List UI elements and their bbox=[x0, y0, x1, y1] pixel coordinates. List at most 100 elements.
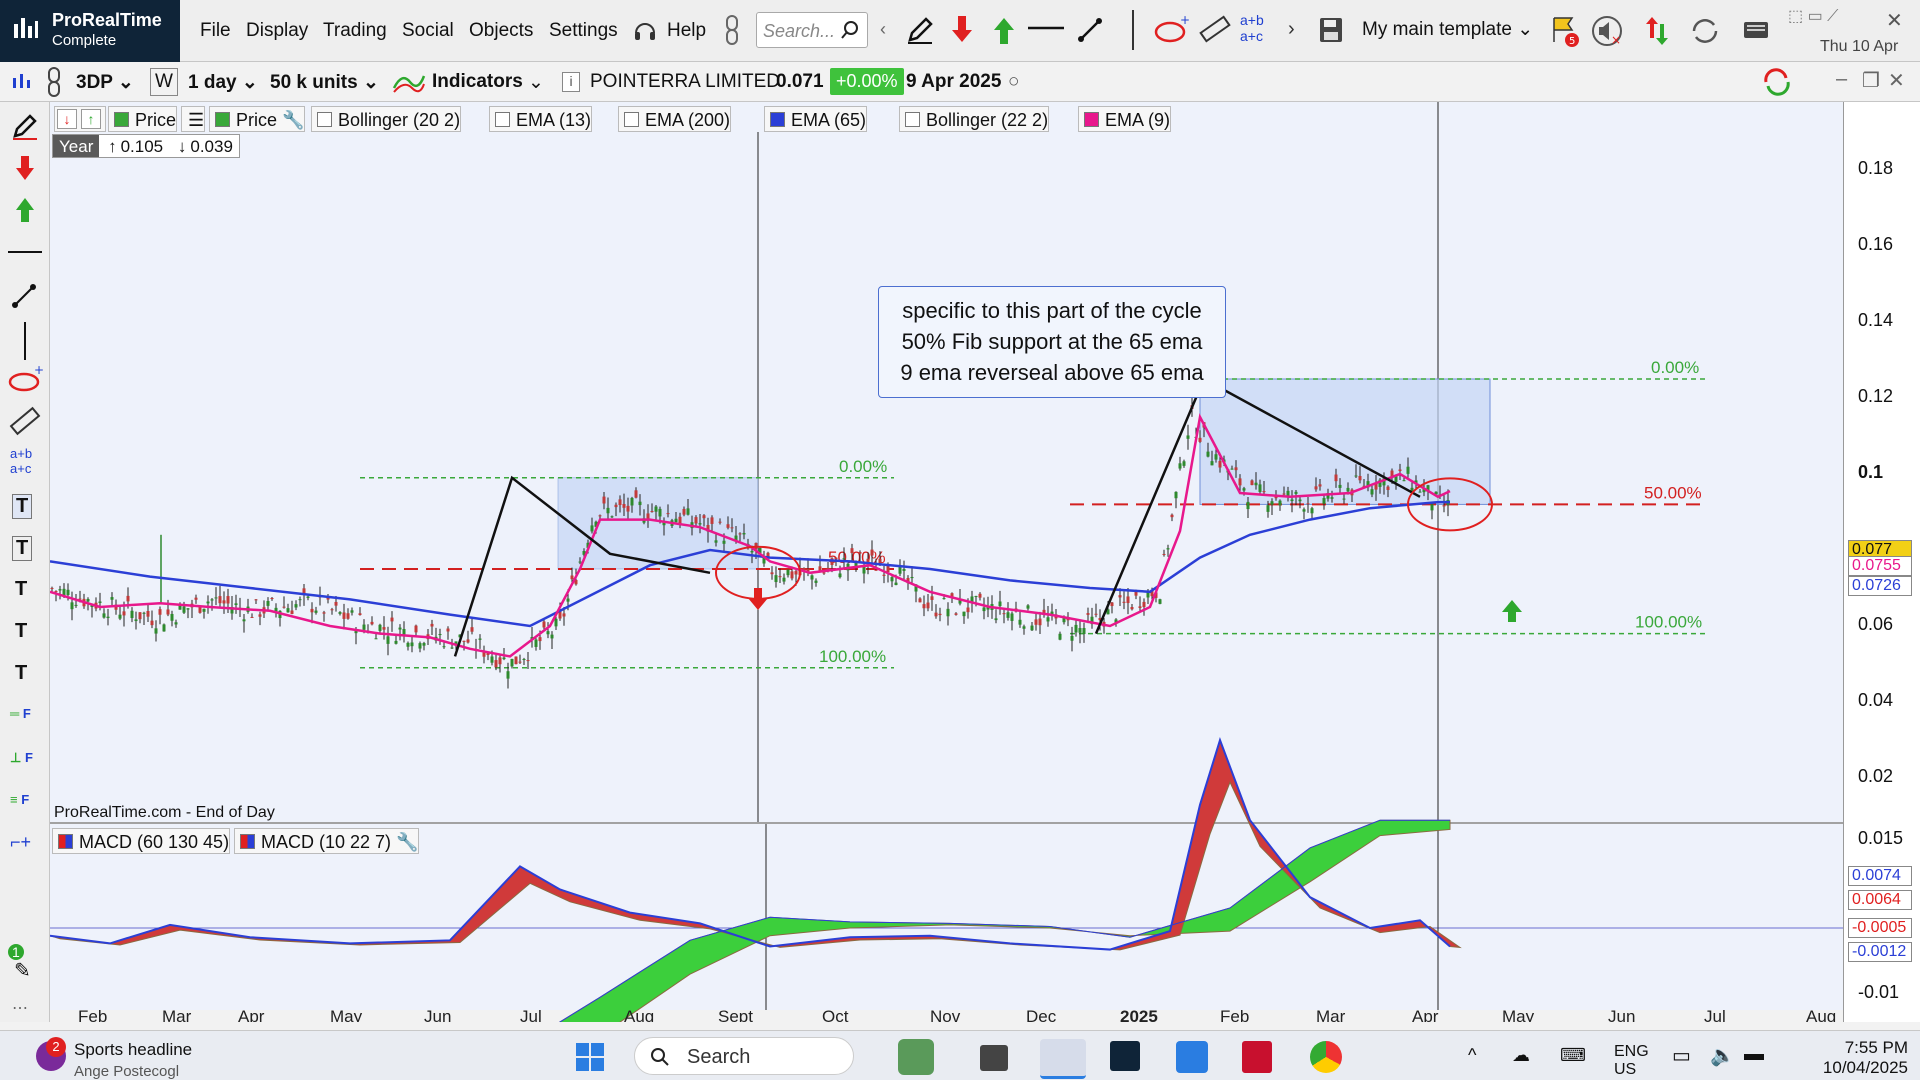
ruler-icon[interactable] bbox=[1198, 14, 1232, 46]
move-up-icon[interactable]: ↑ bbox=[81, 109, 101, 129]
legend-item-macd-10[interactable]: MACD (10 22 7) 🔧 bbox=[234, 828, 420, 854]
text-small-tool-icon[interactable]: T bbox=[15, 662, 28, 684]
link-icon[interactable] bbox=[44, 66, 64, 98]
horizontal-line-tool-icon[interactable] bbox=[8, 248, 42, 256]
legend-item-ema-65[interactable]: EMA (65) bbox=[764, 106, 868, 132]
menu-settings[interactable]: Settings bbox=[549, 20, 618, 41]
ruler-tool-icon[interactable] bbox=[8, 404, 42, 438]
annotation-textbox[interactable]: specific to this part of the cycle 50% F… bbox=[878, 286, 1226, 398]
taskbar-app-prorealtime-icon[interactable] bbox=[1110, 1041, 1140, 1071]
units-selector[interactable]: 50 k units ⌄ bbox=[270, 71, 379, 94]
refresh-link-icon[interactable] bbox=[1760, 66, 1794, 98]
menu-objects[interactable]: Objects bbox=[469, 20, 534, 41]
menu-file[interactable]: File bbox=[200, 20, 231, 41]
taskbar-app-mcafee-icon[interactable] bbox=[1242, 1041, 1272, 1073]
sell-arrow-icon[interactable] bbox=[950, 14, 974, 46]
horizontal-line-icon[interactable] bbox=[1028, 24, 1064, 32]
buy-arrow-icon[interactable] bbox=[992, 14, 1016, 46]
buy-arrow-tool-icon[interactable] bbox=[14, 196, 36, 224]
taskbar-app-photos-icon[interactable] bbox=[1176, 1041, 1208, 1073]
news-headline[interactable]: Sports headline bbox=[74, 1040, 193, 1059]
fib-fan-tool-icon[interactable]: ═ F bbox=[10, 706, 31, 721]
legend-list-icon[interactable]: ☰ bbox=[181, 106, 206, 132]
wrench-icon[interactable]: 🔧 bbox=[396, 832, 419, 852]
monitor-tray-icon[interactable]: ▭ bbox=[1672, 1045, 1691, 1067]
language-indicator[interactable]: ENG US bbox=[1614, 1043, 1649, 1079]
save-disk-icon[interactable] bbox=[1318, 16, 1344, 44]
add-object-tool-icon[interactable]: ⌐+ bbox=[10, 832, 32, 852]
indicators-button[interactable]: Indicators bbox=[432, 71, 523, 92]
more-tools-icon[interactable]: ⋯ bbox=[12, 1000, 28, 1017]
text-tool-icon[interactable]: T bbox=[12, 494, 33, 519]
pencil-tool-icon[interactable] bbox=[10, 112, 40, 142]
chevron-down-icon[interactable]: ⌄ bbox=[528, 72, 544, 93]
info-icon[interactable]: i bbox=[562, 72, 580, 92]
trading-orders-icon[interactable] bbox=[1640, 14, 1674, 48]
object-list-icon[interactable]: ✎ bbox=[14, 960, 31, 982]
keyboard-icon[interactable] bbox=[1742, 16, 1770, 44]
ticker-selector[interactable]: 3DP ⌄ bbox=[76, 71, 134, 94]
vertical-line-tool-icon[interactable] bbox=[22, 322, 28, 360]
minimize-icon[interactable]: – bbox=[1836, 68, 1848, 90]
taskbar-app-game-icon[interactable] bbox=[898, 1039, 934, 1075]
menu-display[interactable]: Display bbox=[246, 20, 309, 41]
close-chart-icon[interactable]: ✕ bbox=[1888, 70, 1905, 92]
menu-social[interactable]: Social bbox=[402, 20, 454, 41]
objects-count-badge[interactable]: 1 bbox=[8, 944, 24, 960]
taskbar-app-chrome-icon[interactable] bbox=[1310, 1041, 1342, 1073]
search-icon[interactable] bbox=[840, 20, 860, 40]
restore-icon[interactable]: ❐ bbox=[1862, 70, 1880, 92]
trendline-icon[interactable] bbox=[1076, 16, 1104, 44]
taskbar-app-snip-icon[interactable] bbox=[1040, 1039, 1086, 1079]
legend-item-price-1[interactable]: Price bbox=[108, 106, 178, 132]
ellipse-tool-icon[interactable]: + bbox=[8, 364, 44, 394]
battery-icon[interactable]: ▬ bbox=[1744, 1043, 1764, 1065]
tray-overflow-icon[interactable]: ^ bbox=[1468, 1045, 1477, 1065]
close-window-icon[interactable]: ✕ bbox=[1886, 10, 1903, 32]
legend-item-bollinger-20[interactable]: Bollinger (20 2) bbox=[311, 106, 462, 132]
text-box-tool-icon[interactable]: T bbox=[12, 536, 33, 561]
chart-area[interactable]: 0.00% 50.00% 100.00% 0.00% 50.00% 100.00% Feb M… bbox=[50, 102, 1920, 1022]
more-tools-icon[interactable]: › bbox=[1288, 18, 1295, 40]
search-input[interactable]: Search... bbox=[756, 12, 868, 48]
price-chart-svg[interactable]: 0.00%50.00%100.00%0.00%50.00%100.00%Feb M… bbox=[50, 102, 1843, 1022]
alerts-flag-icon[interactable]: 5 bbox=[1548, 14, 1580, 48]
template-selector[interactable]: My main template ⌄ bbox=[1362, 18, 1533, 41]
ellipse-tool-icon[interactable]: + bbox=[1154, 14, 1190, 44]
legend-item-ema-9[interactable]: EMA (9) bbox=[1078, 106, 1172, 132]
sync-icon[interactable] bbox=[1688, 14, 1722, 48]
fib-tool-icon[interactable]: a+b a+c bbox=[1240, 12, 1264, 44]
sound-muted-icon[interactable]: × bbox=[1590, 14, 1624, 48]
legend-item-ema-200[interactable]: EMA (200) bbox=[618, 106, 732, 132]
pencil-icon[interactable] bbox=[904, 14, 936, 46]
headset-help-icon[interactable] bbox=[632, 18, 658, 44]
chart-type-icon[interactable] bbox=[10, 70, 36, 94]
fib-extension-tool-icon[interactable]: ≡ F bbox=[10, 792, 30, 807]
window-controls-small[interactable]: ⬚ ▭ ⟋ bbox=[1788, 8, 1839, 25]
trendline-tool-icon[interactable] bbox=[10, 282, 38, 310]
keyboard-tray-icon[interactable]: ⌨ bbox=[1560, 1045, 1586, 1065]
windows-start-icon[interactable] bbox=[574, 1041, 606, 1073]
legend-item-bollinger-22[interactable]: Bollinger (22 2) bbox=[899, 106, 1050, 132]
legend-item-macd-60[interactable]: MACD (60 130 45) bbox=[52, 828, 231, 854]
wrench-icon[interactable]: 🔧 bbox=[282, 110, 305, 130]
period-button[interactable]: W bbox=[150, 68, 178, 96]
timeframe-selector[interactable]: 1 day ⌄ bbox=[188, 71, 258, 94]
text-bold-tool-icon[interactable]: T bbox=[15, 578, 28, 600]
onedrive-cloud-icon[interactable]: ☁ bbox=[1512, 1045, 1530, 1065]
menu-trading[interactable]: Trading bbox=[323, 20, 387, 41]
scroll-left-icon[interactable]: ‹ bbox=[880, 19, 886, 39]
taskbar-app-terminal-icon[interactable] bbox=[980, 1045, 1008, 1071]
legend-item-price-2[interactable]: Price 🔧 bbox=[209, 106, 306, 132]
taskbar-search[interactable]: Search bbox=[634, 1037, 854, 1075]
sell-arrow-tool-icon[interactable] bbox=[14, 154, 36, 182]
indicators-icon[interactable] bbox=[392, 70, 426, 94]
text-large-tool-icon[interactable]: T bbox=[15, 620, 28, 642]
menu-help[interactable]: Help bbox=[667, 20, 707, 41]
legend-item-ema-13[interactable]: EMA (13) bbox=[489, 106, 593, 132]
fib-retracement-tool-icon[interactable]: ⊥ F bbox=[10, 750, 33, 765]
move-down-icon[interactable]: ↓ bbox=[57, 109, 77, 129]
volume-icon[interactable]: 🔈 bbox=[1710, 1045, 1735, 1067]
taskbar-clock[interactable]: 7:55 PM 10/04/2025 bbox=[1808, 1038, 1908, 1078]
fib-tool-icon[interactable]: a+b a+c bbox=[10, 446, 33, 476]
